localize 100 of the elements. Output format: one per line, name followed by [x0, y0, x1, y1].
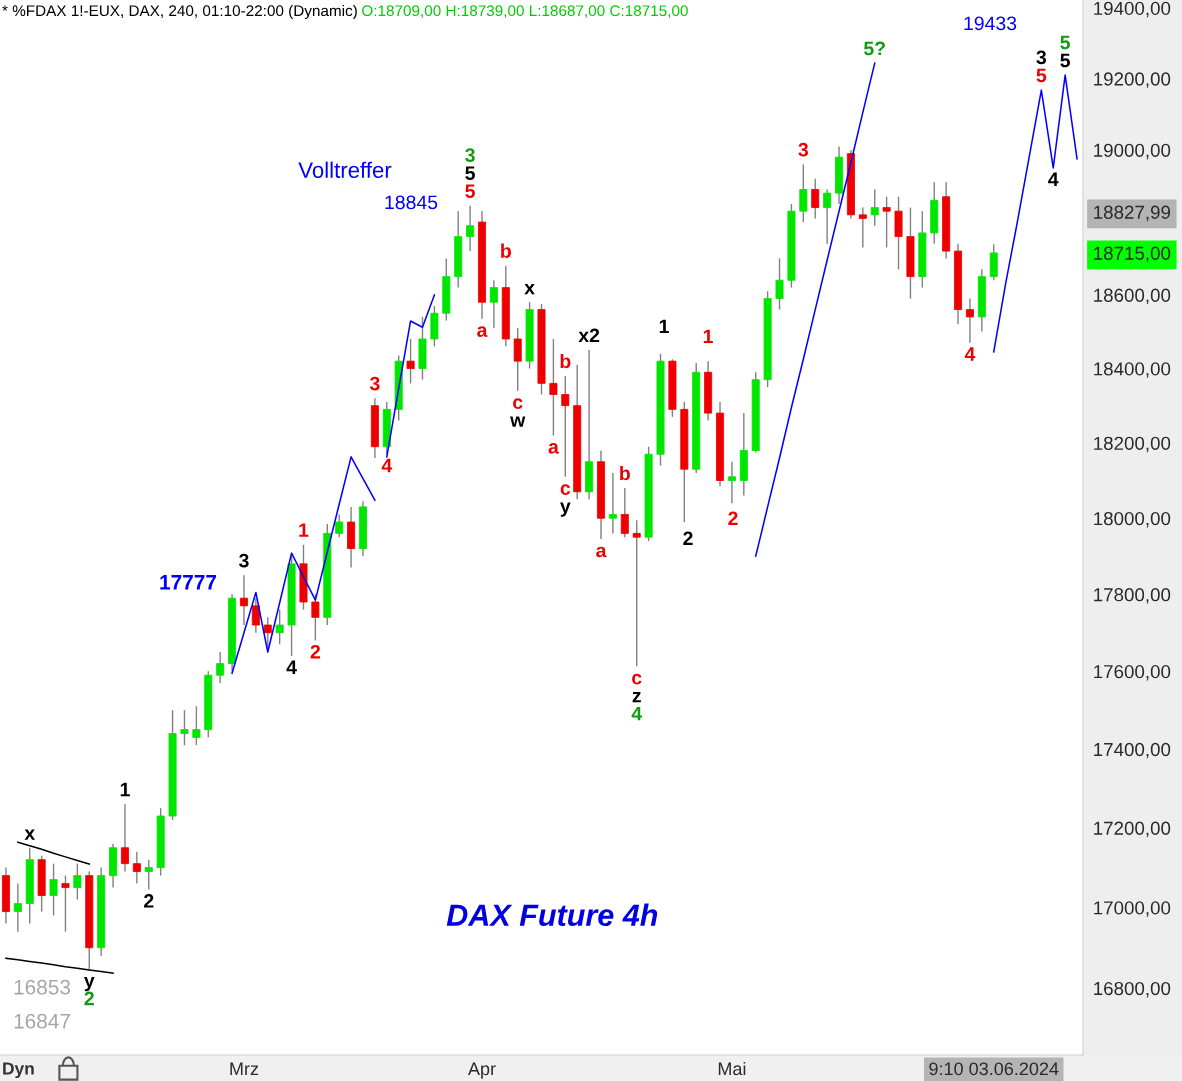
candlestick — [263, 616, 272, 649]
candlestick — [811, 178, 820, 220]
candlestick — [608, 472, 617, 535]
x-tick-label: Mai — [718, 1061, 746, 1076]
annotation: 4 — [381, 458, 393, 473]
y-tick-label: 19200,00 — [1094, 72, 1171, 88]
annotation: 5 — [1060, 53, 1071, 68]
annotation: a — [477, 326, 488, 337]
annotation: 2 — [144, 894, 154, 908]
candlestick — [620, 487, 629, 538]
annotation: x — [24, 829, 36, 840]
y-tick-label: 17600,00 — [1094, 665, 1171, 681]
line-series — [5, 957, 114, 974]
candlestick — [192, 705, 201, 746]
y-tick-label: 18715,00 — [1094, 246, 1171, 263]
annotation: b — [620, 465, 630, 481]
annotation: a — [548, 443, 559, 454]
candlestick — [73, 862, 82, 901]
y-tick-label: 17200,00 — [1094, 821, 1171, 838]
line-series — [754, 62, 876, 557]
candlestick — [632, 519, 641, 667]
annotation: O:18709,00 H:18739,00 L:18687,00 C:18715,00 — [362, 5, 688, 18]
annotation: 3 — [369, 376, 380, 391]
x-tick-label: 9:10 03.06.2024 — [929, 1062, 1059, 1076]
candlestick — [870, 188, 879, 227]
annotation: 3 — [1036, 50, 1047, 65]
y-tick-label: 18400,00 — [1094, 362, 1171, 378]
candlestick — [13, 882, 22, 933]
annotation: 5? — [863, 41, 885, 56]
candlestick — [799, 163, 808, 223]
candlestick — [120, 803, 129, 873]
candlestick — [61, 874, 70, 933]
candlestick — [549, 338, 558, 437]
annotation: 5 — [465, 166, 475, 180]
candlestick — [144, 858, 153, 891]
y-tick-label: 18827,99 — [1094, 205, 1171, 222]
annotation: 4 — [964, 347, 976, 361]
annotation: b — [501, 243, 511, 258]
annotation: 2 — [728, 511, 738, 526]
annotation: 16853 — [14, 979, 71, 995]
y-tick-label: 17800,00 — [1094, 588, 1171, 604]
candlestick — [49, 862, 58, 917]
annotation: 2 — [683, 531, 693, 546]
candlestick — [882, 196, 891, 249]
candlestick — [989, 243, 998, 281]
candlestick — [775, 257, 784, 311]
candlestick — [251, 597, 260, 634]
candlestick — [216, 651, 225, 684]
candlestick — [132, 851, 141, 885]
annotation: 16847 — [14, 1013, 70, 1029]
y-tick-label: 19400,00 — [1094, 1, 1171, 18]
candlestick — [858, 206, 867, 249]
candlestick — [239, 574, 248, 626]
annotation: 3 — [798, 142, 809, 157]
candlestick — [466, 205, 475, 252]
annotation: 3 — [239, 553, 249, 568]
y-tick-label: 17000,00 — [1094, 901, 1171, 917]
y-tick-label: 18600,00 — [1094, 288, 1171, 305]
y-tick-label: 16800,00 — [1094, 981, 1171, 998]
x-tick-label: Mrz — [230, 1062, 259, 1076]
line-series — [231, 456, 376, 675]
annotation: w — [510, 416, 526, 427]
x-tick-label: Apr — [467, 1062, 496, 1079]
text: Dyn — [3, 1062, 34, 1079]
annotation: 5 — [465, 184, 475, 198]
annotation: 3 — [465, 148, 475, 163]
annotation: 4 — [1048, 172, 1059, 186]
y-tick-label: 18000,00 — [1094, 511, 1171, 528]
candlestick — [311, 593, 320, 642]
candlestick — [513, 327, 522, 392]
annotation: c — [513, 398, 523, 410]
candlestick — [489, 279, 498, 329]
annotation: z — [632, 692, 641, 703]
line-series — [386, 294, 436, 458]
chart-title: * %FDAX 1!-EUX, DAX, 240, 01:10-22:00 (Dynamic) — [2, 4, 357, 20]
annotation: c — [560, 484, 571, 495]
annotation: 5 — [1060, 35, 1071, 50]
candlestick — [406, 338, 415, 385]
annotation: 17777 — [160, 575, 217, 590]
y-tick-label: 19000,00 — [1094, 143, 1171, 160]
candlestick — [335, 513, 344, 538]
candlestick — [727, 461, 736, 504]
line-series — [17, 841, 91, 865]
annotation: c — [632, 673, 642, 685]
annotation: x2 — [578, 328, 600, 343]
annotation: a — [596, 546, 607, 558]
annotation: 5 — [1036, 68, 1047, 83]
candlestick — [823, 188, 832, 245]
candlestick — [561, 375, 570, 478]
candlestick — [180, 709, 189, 746]
candlestick — [965, 297, 974, 344]
annotation: 1 — [659, 319, 669, 334]
annotation: y — [560, 502, 571, 517]
annotation: 1 — [120, 782, 130, 797]
annotation: 1 — [299, 523, 309, 537]
annotation: 2 — [84, 991, 94, 1006]
annotation: x — [524, 283, 535, 295]
y-tick-label: 18200,00 — [1094, 436, 1171, 453]
candlestick — [275, 608, 284, 645]
y-tick-label: 17400,00 — [1094, 742, 1171, 759]
